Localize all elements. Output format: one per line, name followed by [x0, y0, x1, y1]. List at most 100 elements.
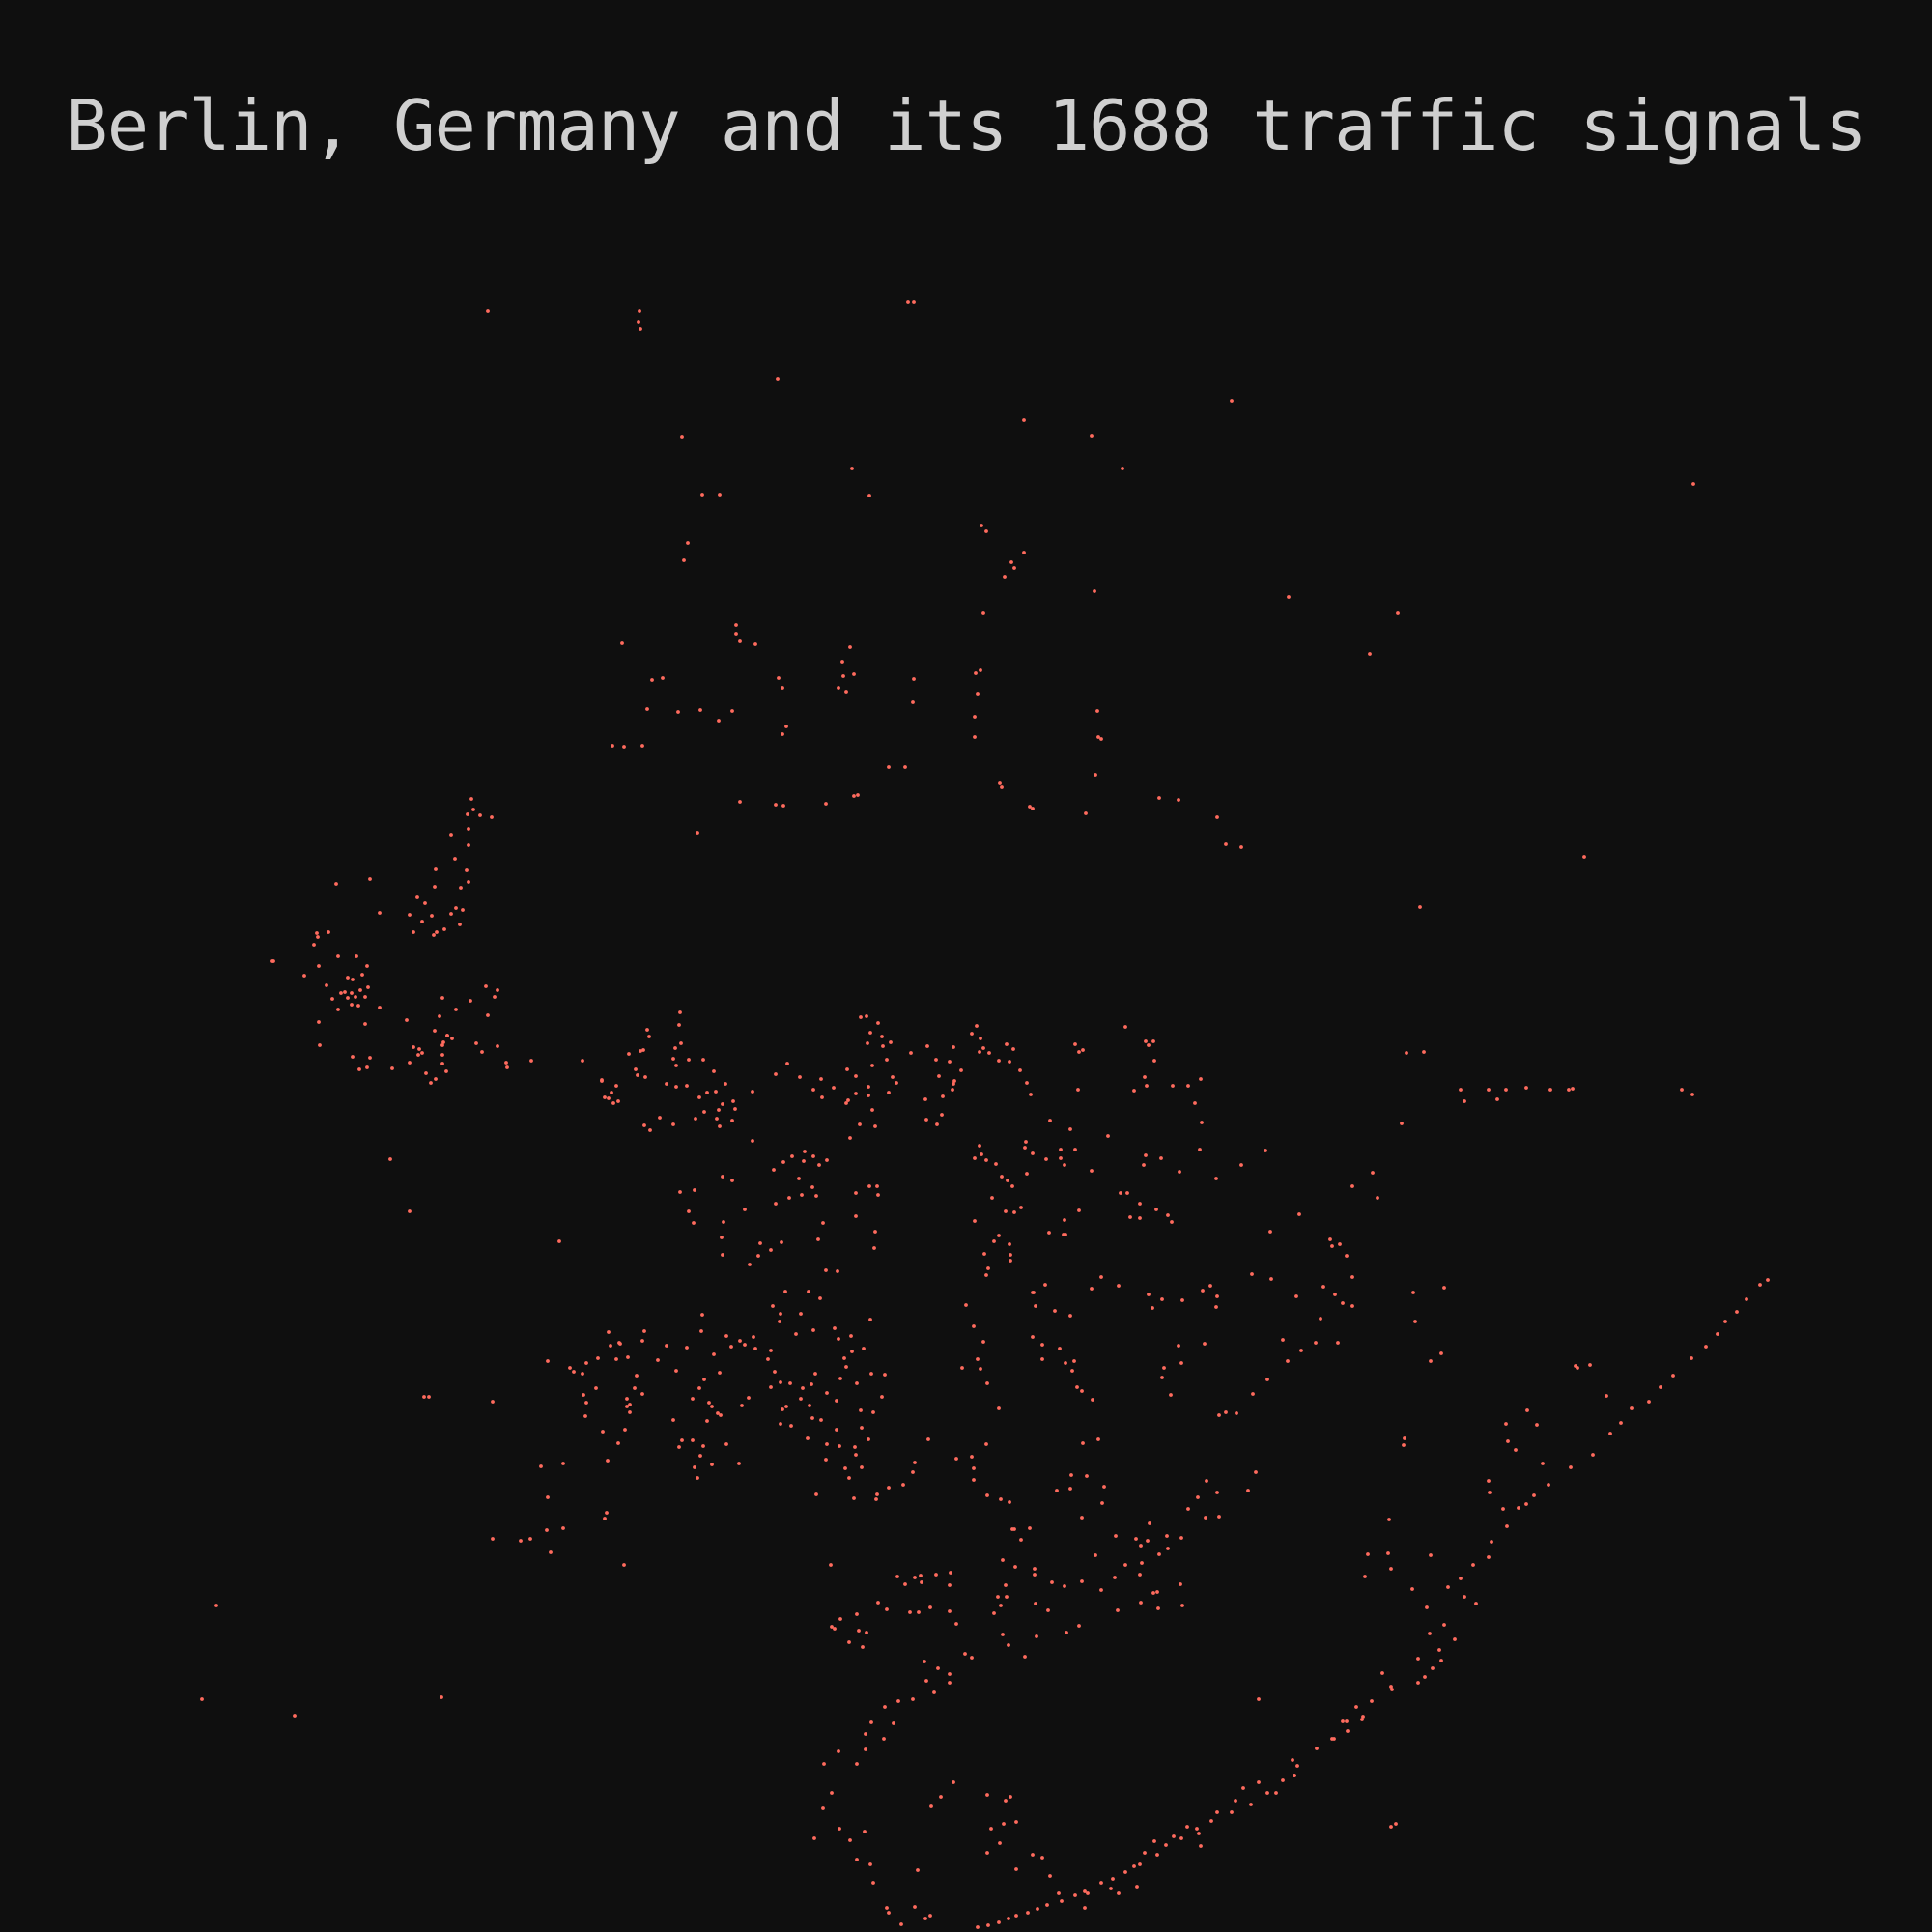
traffic-signal-dot	[982, 1252, 986, 1256]
traffic-signal-dot	[1230, 1810, 1234, 1814]
traffic-signal-dot	[1009, 1259, 1012, 1263]
traffic-signal-dot	[1180, 1298, 1184, 1302]
traffic-signal-dot	[985, 1381, 989, 1385]
traffic-signal-dot	[1157, 796, 1161, 800]
traffic-signal-dot	[1297, 1212, 1301, 1216]
traffic-signal-dot	[1132, 1089, 1136, 1093]
traffic-signal-dot	[643, 1075, 647, 1079]
traffic-signal-dot	[925, 1044, 929, 1048]
traffic-signal-dot	[1081, 1441, 1085, 1445]
traffic-signal-dot	[334, 882, 338, 886]
traffic-signal-dot	[1501, 1507, 1505, 1511]
traffic-signal-dot	[1234, 1799, 1237, 1803]
traffic-signal-dot	[1065, 1631, 1068, 1634]
traffic-signal-dot	[474, 1041, 478, 1045]
traffic-signal-dot	[1569, 1465, 1573, 1469]
traffic-signal-dot	[343, 990, 347, 994]
traffic-signal-dot	[821, 1806, 825, 1810]
traffic-signal-dot	[1214, 1305, 1218, 1309]
traffic-signal-dot	[860, 1465, 864, 1469]
traffic-signal-dot	[812, 1836, 816, 1840]
traffic-signal-dot	[444, 1069, 448, 1073]
traffic-signal-dot	[790, 1154, 794, 1158]
traffic-signal-dot	[539, 1464, 543, 1468]
traffic-signal-dot	[416, 1053, 420, 1057]
traffic-signal-dot	[973, 1219, 977, 1223]
traffic-signal-dot	[1035, 1634, 1038, 1638]
traffic-signal-dot	[638, 309, 641, 313]
traffic-signal-dot	[981, 1340, 985, 1344]
traffic-signal-dot	[999, 1604, 1003, 1607]
traffic-signal-dot	[824, 802, 828, 806]
traffic-signal-dot	[641, 1048, 645, 1052]
traffic-signal-dot	[1031, 1151, 1035, 1155]
traffic-signal-dot	[926, 1437, 930, 1441]
traffic-signal-dot	[603, 1095, 607, 1099]
traffic-signal-dot	[496, 988, 499, 992]
traffic-signal-dot	[1405, 1051, 1408, 1055]
traffic-signal-dot	[486, 309, 490, 313]
traffic-signal-dot	[1132, 1864, 1136, 1868]
traffic-signal-dot	[363, 995, 367, 999]
traffic-signal-dot	[1178, 1170, 1181, 1174]
traffic-signal-dot	[1143, 1075, 1147, 1079]
traffic-signal-dot	[783, 1290, 787, 1293]
traffic-signal-dot	[1114, 1534, 1118, 1538]
traffic-signal-dot	[616, 1441, 620, 1445]
traffic-signal-dot	[807, 1290, 810, 1293]
traffic-signal-dot	[650, 678, 654, 682]
traffic-signal-dot	[731, 1099, 735, 1103]
traffic-signal-dot	[1246, 1489, 1250, 1492]
traffic-signal-dot	[779, 1380, 782, 1384]
traffic-signal-dot	[716, 1411, 720, 1415]
traffic-signal-dot	[674, 1369, 678, 1373]
traffic-signal-dot	[810, 1416, 814, 1420]
traffic-signal-dot	[623, 1428, 627, 1432]
traffic-signal-dot	[1106, 1134, 1110, 1138]
traffic-signal-dot	[981, 1046, 985, 1050]
traffic-signal-dot	[784, 724, 788, 728]
traffic-signal-dot	[676, 710, 680, 714]
traffic-signal-dot	[1063, 1218, 1066, 1222]
traffic-signal-dot	[979, 1037, 982, 1040]
traffic-signal-dot	[467, 843, 470, 847]
traffic-signal-dot	[1123, 1870, 1127, 1874]
traffic-signal-dot	[885, 1607, 889, 1611]
traffic-signal-dot	[1068, 1127, 1072, 1131]
traffic-signal-dot	[912, 677, 916, 681]
traffic-signal-dot	[601, 1430, 605, 1434]
traffic-signal-dot	[634, 1067, 638, 1071]
traffic-signal-dot	[1185, 1825, 1189, 1829]
traffic-signal-dot	[461, 908, 465, 912]
traffic-signal-dot	[875, 1492, 879, 1496]
traffic-signal-dot	[1171, 1084, 1175, 1088]
traffic-signal-dot	[842, 1356, 846, 1360]
traffic-signal-dot	[1514, 1448, 1518, 1452]
traffic-signal-dot	[1012, 566, 1016, 570]
traffic-signal-dot	[1008, 1500, 1011, 1504]
traffic-signal-dot	[954, 1457, 958, 1461]
traffic-signal-dot	[1281, 1338, 1285, 1342]
traffic-signal-dot	[617, 1341, 621, 1345]
traffic-signal-dot	[867, 494, 871, 497]
traffic-signal-dot	[701, 1444, 705, 1448]
traffic-signal-dot	[840, 660, 844, 664]
traffic-signal-dot	[420, 920, 424, 923]
traffic-signal-dot	[611, 1101, 615, 1105]
traffic-signal-dot	[948, 1060, 952, 1064]
traffic-signal-dot	[1363, 1575, 1367, 1578]
traffic-signal-dot	[1081, 1048, 1085, 1052]
traffic-signal-dot	[753, 1347, 757, 1350]
traffic-signal-dot	[779, 1422, 782, 1426]
traffic-signal-dot	[1177, 798, 1180, 802]
traffic-signal-dot	[438, 1014, 441, 1018]
traffic-signal-dot	[614, 1084, 618, 1088]
traffic-signal-dot	[854, 1074, 858, 1078]
traffic-signal-dot	[934, 1058, 938, 1062]
traffic-signal-dot	[881, 1044, 885, 1048]
traffic-signal-dot	[976, 692, 980, 696]
traffic-signal-dot	[700, 1313, 704, 1317]
traffic-signal-dot	[1148, 1521, 1151, 1525]
traffic-signal-dot	[496, 1044, 499, 1048]
traffic-signal-dot	[1014, 1820, 1018, 1824]
